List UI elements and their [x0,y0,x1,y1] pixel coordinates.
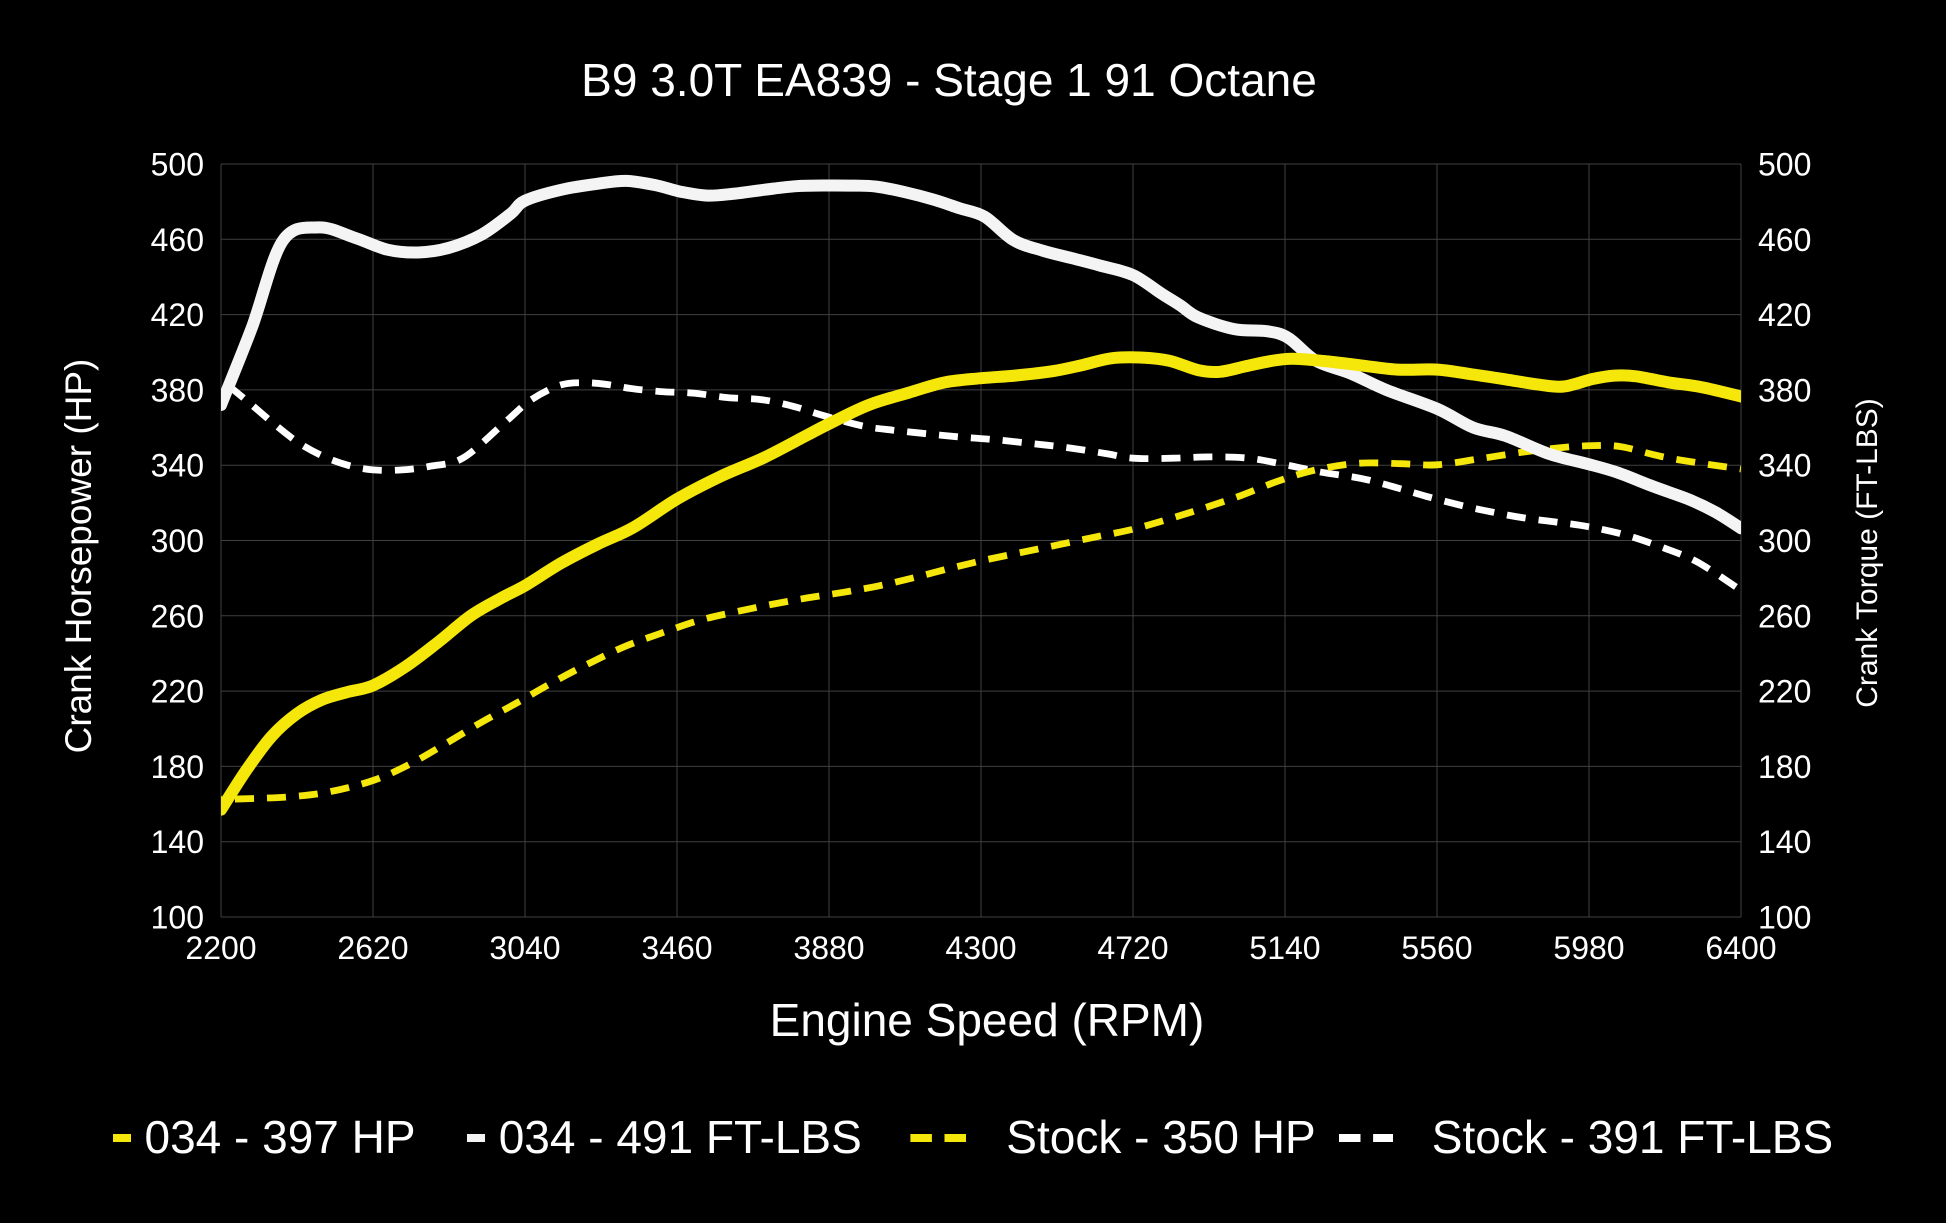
svg-text:5980: 5980 [1553,930,1624,966]
svg-text:300: 300 [1758,523,1811,559]
svg-text:4720: 4720 [1097,930,1168,966]
svg-text:Engine Speed (RPM): Engine Speed (RPM) [770,994,1205,1046]
svg-text:034 - 491 FT-LBS: 034 - 491 FT-LBS [499,1111,862,1163]
svg-text:100: 100 [1758,900,1811,936]
svg-text:140: 140 [151,824,204,860]
svg-text:340: 340 [1758,448,1811,484]
svg-text:220: 220 [151,674,204,710]
svg-text:380: 380 [151,372,204,408]
svg-text:140: 140 [1758,824,1811,860]
svg-text:Crank Torque (FT-LBS): Crank Torque (FT-LBS) [1851,398,1884,708]
svg-text:180: 180 [1758,749,1811,785]
svg-text:2200: 2200 [185,930,256,966]
svg-text:3040: 3040 [489,930,560,966]
svg-text:460: 460 [151,222,204,258]
svg-text:6400: 6400 [1705,930,1776,966]
svg-text:500: 500 [151,147,204,183]
svg-text:460: 460 [1758,222,1811,258]
svg-text:100: 100 [151,900,204,936]
svg-text:340: 340 [151,448,204,484]
svg-text:3460: 3460 [641,930,712,966]
svg-text:260: 260 [1758,598,1811,634]
svg-text:180: 180 [151,749,204,785]
svg-text:5560: 5560 [1401,930,1472,966]
svg-text:260: 260 [151,598,204,634]
svg-text:420: 420 [1758,297,1811,333]
svg-text:4300: 4300 [945,930,1016,966]
svg-text:5140: 5140 [1249,930,1320,966]
svg-text:3880: 3880 [793,930,864,966]
svg-text:Stock - 350 HP: Stock - 350 HP [1006,1111,1315,1163]
svg-text:Stock - 391 FT-LBS: Stock - 391 FT-LBS [1432,1111,1833,1163]
svg-text:380: 380 [1758,372,1811,408]
svg-text:300: 300 [151,523,204,559]
svg-text:500: 500 [1758,147,1811,183]
svg-text:Crank Horsepower (HP): Crank Horsepower (HP) [58,359,99,754]
svg-text:B9 3.0T EA839 - Stage 1 91 Oct: B9 3.0T EA839 - Stage 1 91 Octane [581,54,1317,106]
svg-text:2620: 2620 [337,930,408,966]
svg-text:034 - 397 HP: 034 - 397 HP [145,1111,416,1163]
svg-text:420: 420 [151,297,204,333]
svg-text:220: 220 [1758,674,1811,710]
